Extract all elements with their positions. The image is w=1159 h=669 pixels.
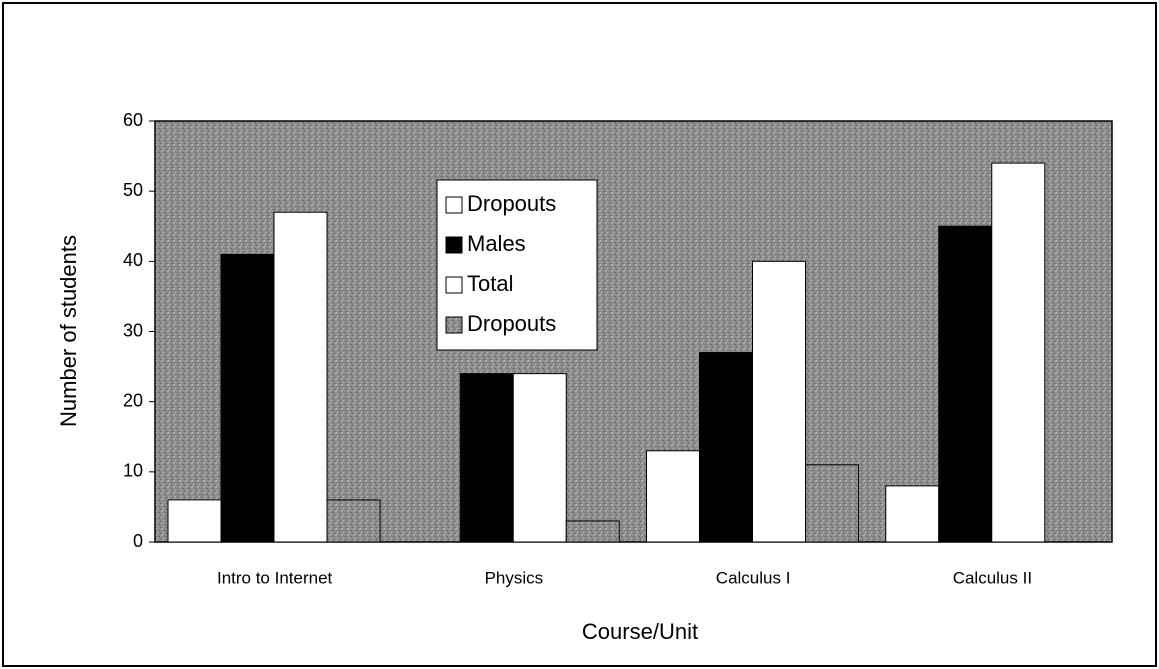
legend-label: Dropouts	[467, 191, 556, 216]
bar	[565, 520, 620, 543]
y-tick-label: 60	[123, 110, 143, 130]
y-tick-label: 20	[123, 390, 143, 410]
bar	[991, 162, 1046, 543]
y-tick-label: 30	[123, 320, 143, 340]
legend-label: Total	[467, 271, 513, 296]
y-tick-label: 40	[123, 250, 143, 270]
bar	[273, 211, 328, 543]
bar	[512, 373, 567, 543]
bar	[885, 485, 940, 543]
legend-swatch	[445, 276, 463, 294]
bar	[459, 373, 514, 543]
bar	[805, 464, 859, 543]
bar	[938, 225, 993, 543]
bar	[220, 253, 275, 543]
bars	[167, 162, 1046, 543]
legend-swatch	[445, 316, 463, 334]
x-tick-label: Calculus II	[953, 568, 1032, 587]
x-tick-label: Intro to Internet	[217, 568, 333, 587]
x-axis-title: Course/Unit	[582, 619, 698, 644]
y-tick-label: 0	[133, 531, 143, 551]
y-tick-label: 10	[123, 461, 143, 481]
legend-label: Males	[467, 231, 526, 256]
legend-label: Dropouts	[467, 311, 556, 336]
legend-box	[436, 179, 598, 351]
legend: Dropouts Males Total Dropouts	[436, 179, 598, 351]
bar	[646, 450, 700, 543]
y-tick-label: 50	[123, 180, 143, 200]
legend-swatch	[445, 196, 463, 214]
bar	[699, 352, 753, 543]
y-axis-title: Number of students	[56, 235, 81, 427]
bar	[752, 260, 806, 543]
x-tick-label: Calculus I	[716, 568, 791, 587]
x-tick-label: Physics	[485, 568, 544, 587]
bar	[326, 499, 381, 543]
bar	[167, 499, 222, 543]
legend-swatch	[445, 236, 463, 254]
